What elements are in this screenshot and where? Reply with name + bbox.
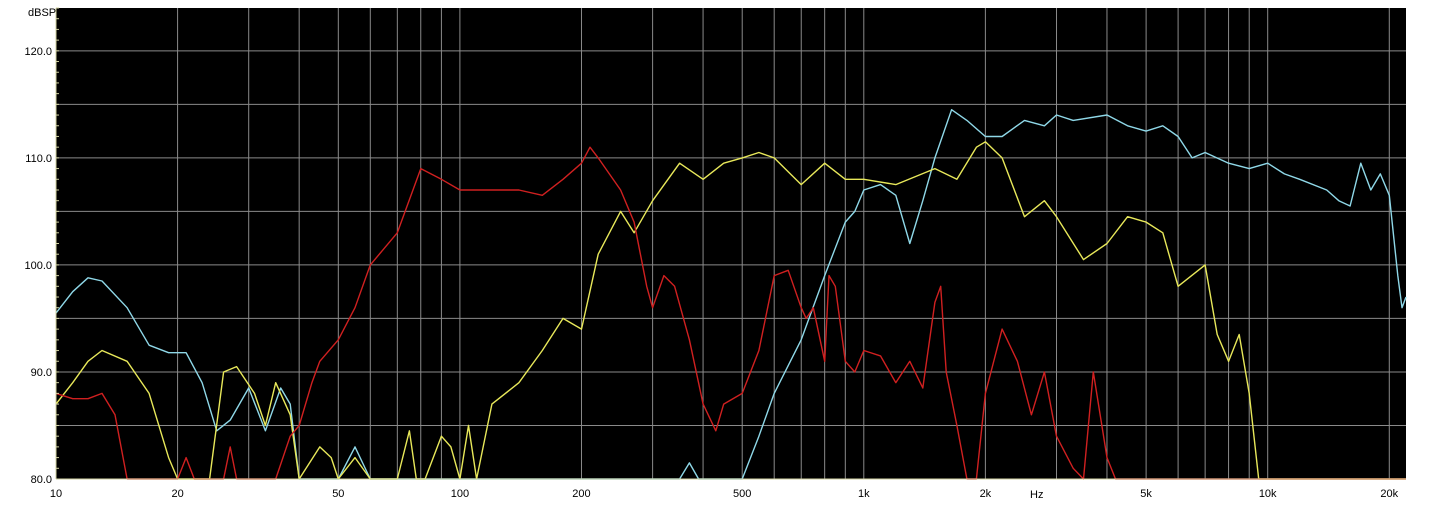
x-tick-label: 50 bbox=[332, 488, 344, 500]
x-tick-label: 20 bbox=[171, 488, 183, 500]
y-axis-label: dBSPL bbox=[28, 7, 62, 19]
response-curve bbox=[55, 108, 1407, 480]
plot-area bbox=[56, 8, 1406, 479]
grid bbox=[55, 8, 1406, 480]
response-curve bbox=[55, 141, 1406, 480]
x-tick-label: 500 bbox=[733, 488, 751, 500]
x-tick-label: 10 bbox=[50, 488, 62, 500]
x-axis-unit-label: Hz bbox=[1030, 489, 1043, 501]
x-tick-label: 1k bbox=[858, 488, 870, 500]
x-tick-label: 100 bbox=[451, 488, 469, 500]
y-tick-label: 120.0 bbox=[24, 46, 52, 58]
axes: 80.0 90.0 100.0 110.0 120.0 10 20 50 100 200 500 1k… bbox=[24, 7, 1406, 500]
y-tick-label: 100.0 bbox=[24, 260, 52, 272]
y-tick-label: 90.0 bbox=[31, 367, 52, 379]
y-tick-label: 80.0 bbox=[31, 474, 52, 486]
x-tick-label: 10k bbox=[1259, 488, 1277, 500]
y-tick-label: 110.0 bbox=[25, 153, 52, 165]
x-tick-label: 20k bbox=[1380, 488, 1398, 500]
x-tick-label: 2k bbox=[980, 488, 992, 500]
x-tick-label: 200 bbox=[572, 488, 590, 500]
x-tick-label: 5k bbox=[1140, 488, 1152, 500]
